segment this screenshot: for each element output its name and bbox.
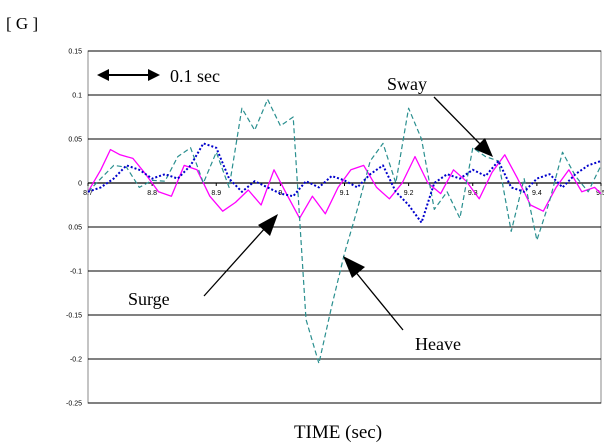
series-line-sway <box>87 142 602 224</box>
arrow-right-icon <box>148 69 160 81</box>
x-tick-label: 9.1 <box>340 190 350 197</box>
series-layer <box>87 98 602 364</box>
sway-arrowhead-icon <box>474 138 493 157</box>
sway-label: Sway <box>387 74 427 94</box>
y-tick-label: 0.05 <box>68 137 82 144</box>
x-tick-label: 8.9 <box>211 190 221 197</box>
heave-arrow-line <box>353 269 404 331</box>
heave-annotation: Heave <box>343 256 461 354</box>
x-axis-label: TIME (sec) <box>294 422 382 443</box>
x-tick-label: 9 <box>278 190 282 197</box>
y-tick-label: -0.15 <box>66 313 82 320</box>
surge-label: Surge <box>128 289 170 309</box>
y-tick-label: 0.15 <box>68 49 82 56</box>
sway-arrow-line <box>433 96 485 149</box>
sway-annotation: Sway <box>387 74 493 157</box>
y-tick-label: -0.25 <box>66 401 82 408</box>
surge-arrowhead-icon <box>258 214 278 236</box>
y-tick-label: 0 <box>78 181 82 188</box>
x-tick-label: 9.2 <box>404 190 414 197</box>
x-tick-label: 8.7 <box>83 190 93 197</box>
y-unit-label: [ G ] <box>6 14 38 33</box>
time-scale-marker: 0.1 sec <box>97 66 220 86</box>
x-tick-label: 9.4 <box>532 190 542 197</box>
series-line-heave <box>87 98 602 364</box>
y-tick-label: -0.1 <box>70 269 82 276</box>
surge-annotation: Surge <box>128 214 278 309</box>
surge-arrow-line <box>203 226 267 297</box>
heave-label: Heave <box>415 334 461 354</box>
series-line-surge <box>87 148 602 219</box>
y-tick-label: -0.2 <box>70 357 82 364</box>
x-tick-label: 8.8 <box>147 190 157 197</box>
arrow-left-icon <box>97 69 109 81</box>
x-tick-label: 9.3 <box>468 190 478 197</box>
y-tick-label: 0.05 <box>68 225 82 232</box>
y-tick-label: 0.1 <box>72 93 82 100</box>
y-axis-ticks: 0.15 0.1 0.05 0 0.05 -0.1 -0.15 -0.2 -0.25 <box>66 49 82 408</box>
grid-lines <box>88 50 601 404</box>
scale-label: 0.1 sec <box>170 66 220 86</box>
heave-arrowhead-icon <box>343 256 365 278</box>
